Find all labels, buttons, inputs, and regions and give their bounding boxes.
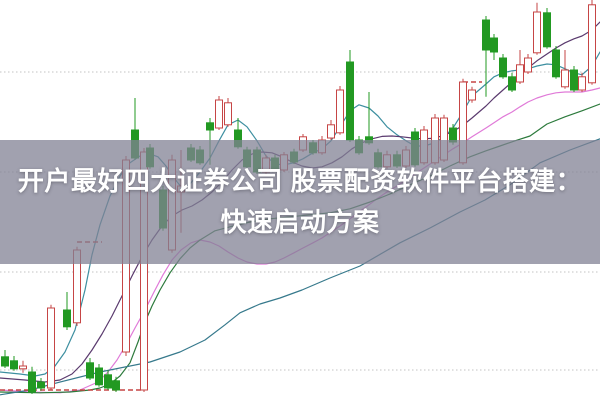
up-candle (19, 365, 27, 370)
down-candle (112, 380, 120, 391)
down-candle (508, 76, 516, 91)
up-candle (578, 76, 586, 91)
up-candle (336, 89, 344, 134)
down-candle (95, 367, 103, 386)
caption-line-2: 快速启动方案 (220, 207, 380, 237)
down-candle (28, 371, 36, 393)
down-candle (499, 57, 507, 78)
caption-line-1: 开户最好四大证券公司 股票配资软件平台搭建： (17, 166, 583, 196)
down-candle (490, 37, 498, 53)
up-candle (215, 99, 223, 129)
up-candle (588, 4, 596, 84)
up-candle (47, 307, 55, 389)
down-candle (482, 19, 490, 51)
caption-overlay: 开户最好四大证券公司 股票配资软件平台搭建： 快速启动方案 (0, 140, 600, 264)
down-candle (86, 362, 94, 379)
up-candle (533, 11, 541, 54)
down-candle (1, 356, 9, 367)
down-candle (552, 49, 560, 78)
up-candle (224, 102, 232, 126)
down-candle (10, 360, 18, 370)
down-candle (63, 309, 71, 328)
up-candle (468, 89, 476, 101)
down-candle (543, 12, 551, 48)
up-candle (327, 124, 335, 139)
down-candle (104, 374, 112, 389)
up-candle (524, 57, 532, 73)
up-candle (561, 69, 569, 88)
down-candle (206, 122, 214, 131)
up-candle (516, 64, 524, 83)
down-candle (346, 61, 354, 141)
down-candle (37, 381, 45, 389)
down-candle (570, 69, 578, 91)
